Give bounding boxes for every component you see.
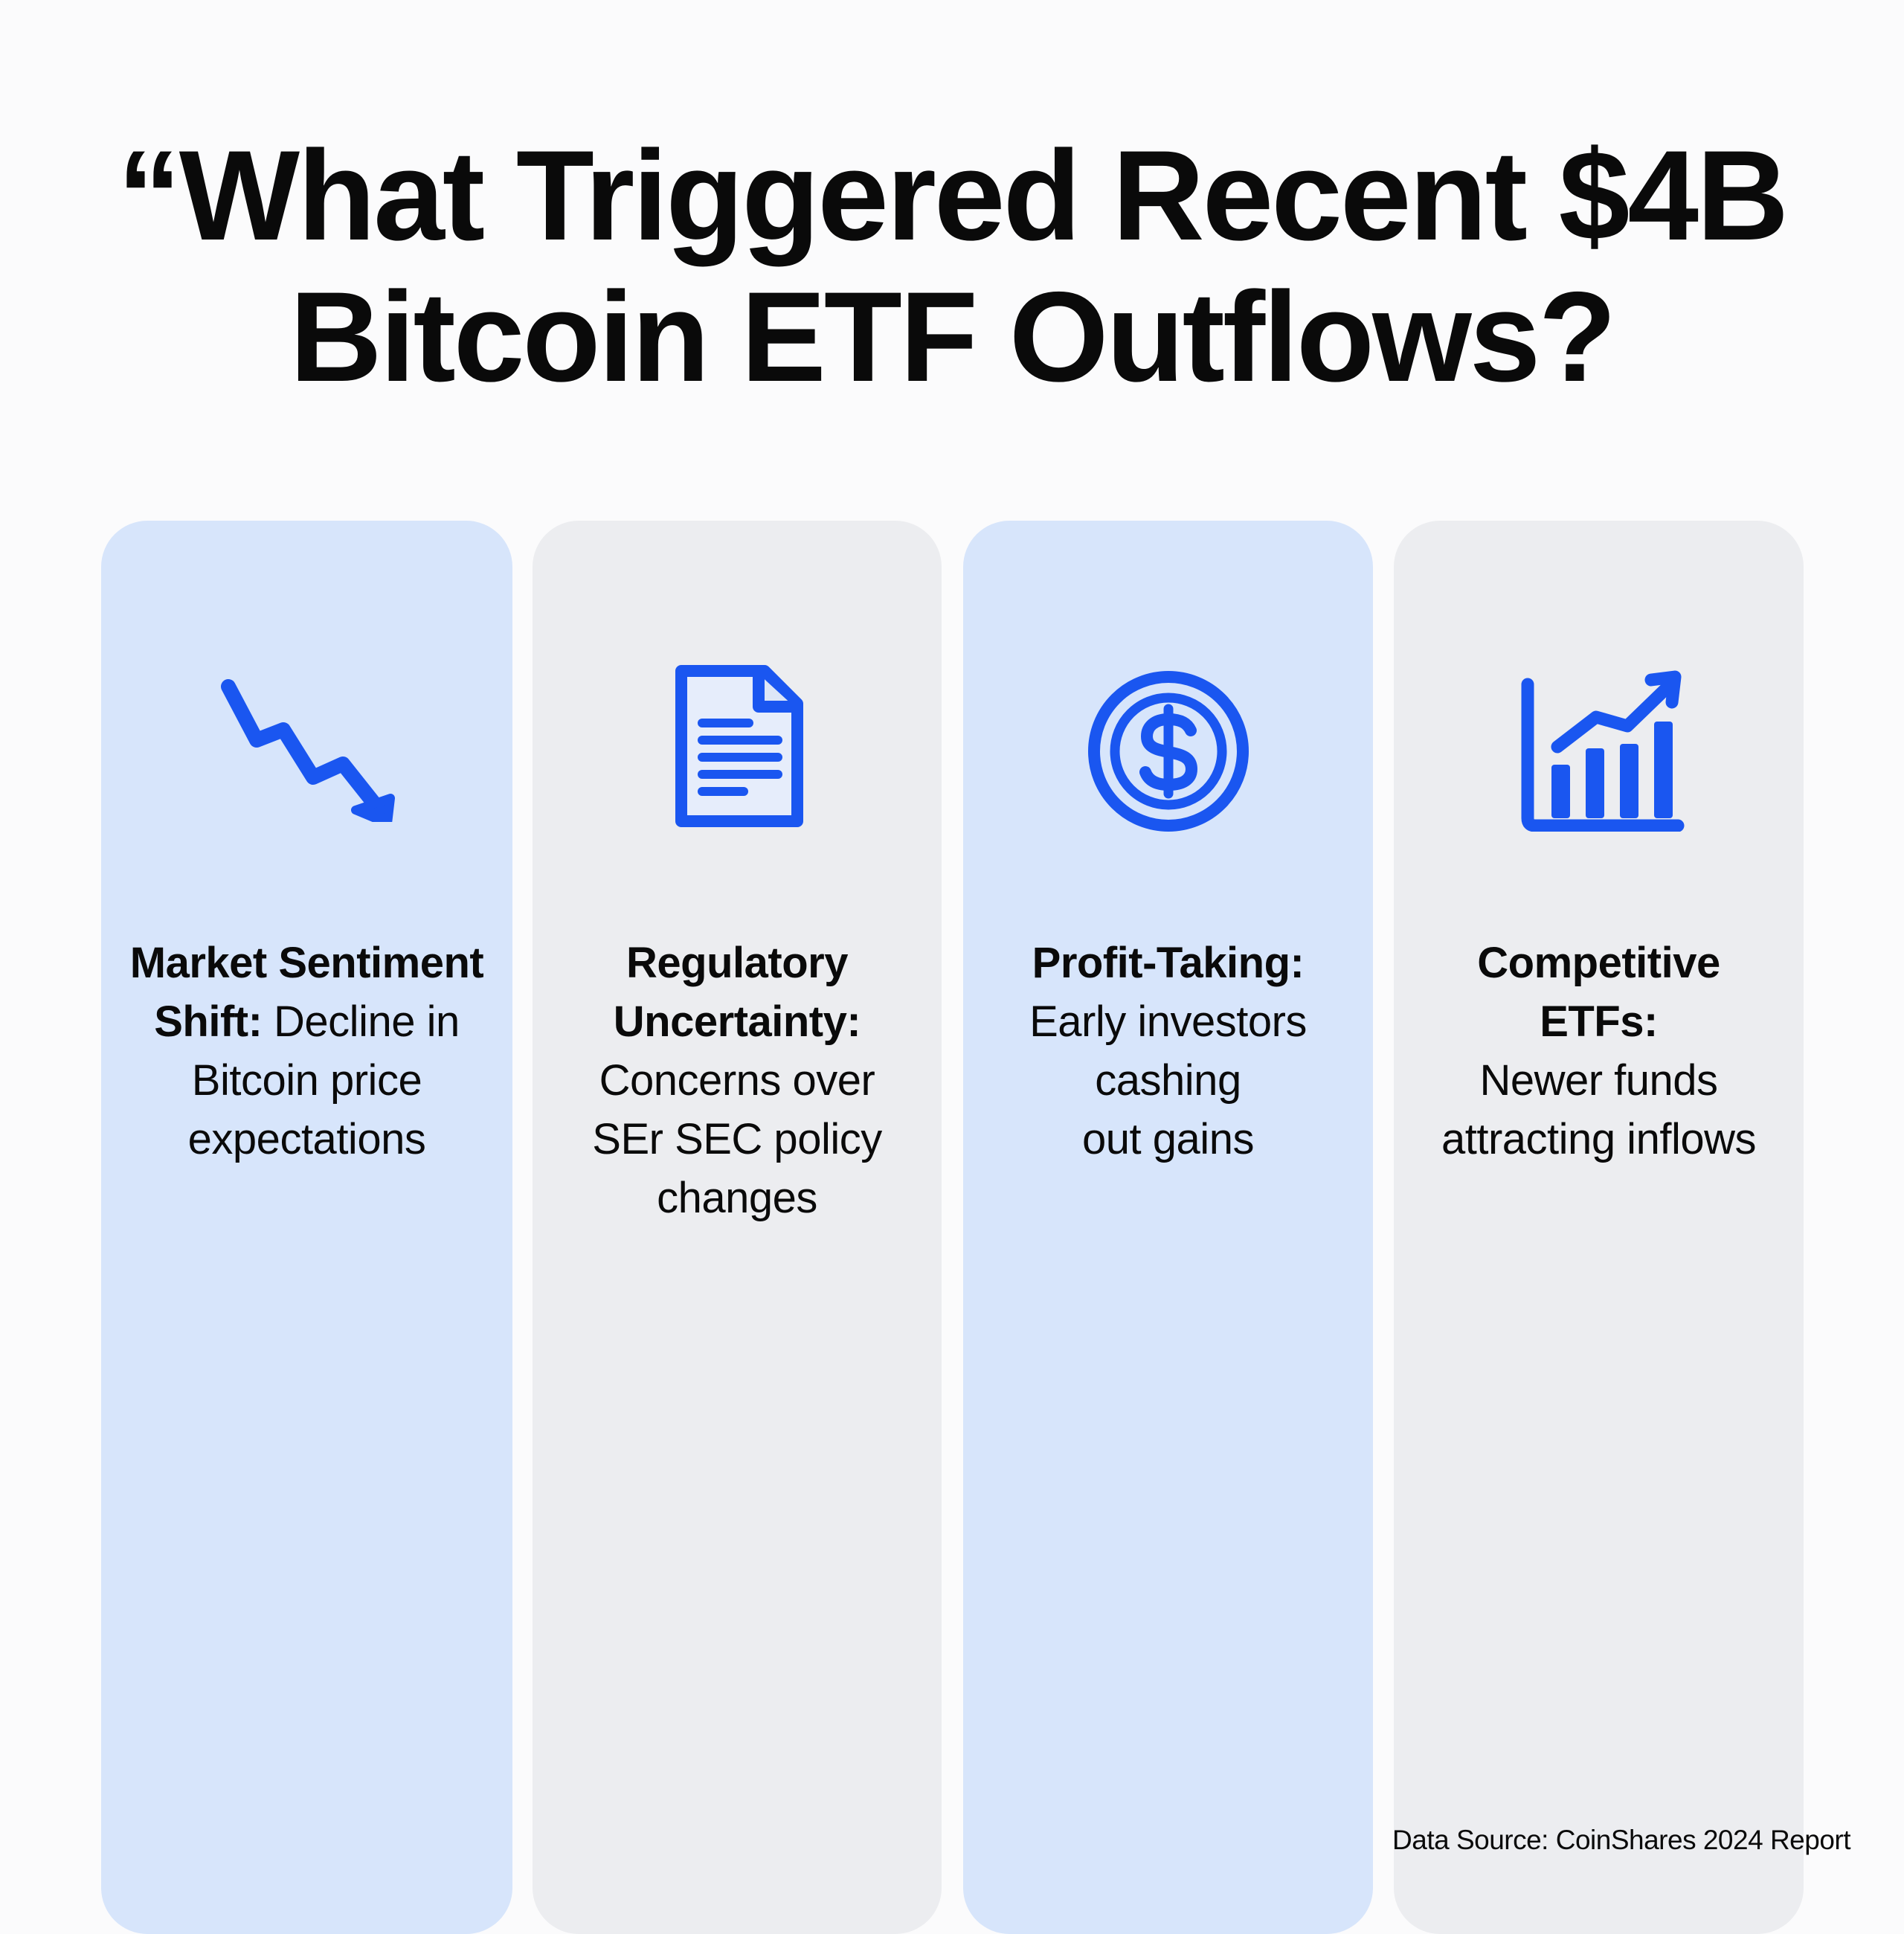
card-description: Newer funds [1479,1056,1718,1105]
card-text: Regulatory Uncertainty: Concerns over SE… [533,934,942,1227]
document-icon [666,661,808,832]
card-description: expectations [187,1115,426,1163]
card-text: Profit-Taking: Early investors cashing o… [963,934,1373,1169]
title-line-2: Bitcoin ETF Outflows? [289,266,1616,408]
card-heading: Uncertainty: [613,997,861,1046]
card-description: Bitcoin price [191,1056,422,1105]
card-heading: Regulatory [626,939,848,987]
card-description: cashing [1095,1056,1241,1105]
page-title: “What Triggered Recent $4B Bitcoin ETF O… [0,125,1904,408]
card-description: attracting inflows [1441,1115,1756,1163]
card-heading: Competitive [1477,939,1720,987]
card-profit-taking: Profit-Taking: Early investors cashing o… [963,521,1373,1934]
card-market-sentiment: Market Sentiment Shift: Decline in Bitco… [101,521,512,1934]
card-text: Competitive ETFs: Newer funds attracting… [1394,934,1804,1169]
card-heading: Profit-Taking: [1032,939,1305,987]
card-heading: Market Sentiment [129,939,484,987]
card-competitive-etfs: Competitive ETFs: Newer funds attracting… [1394,521,1804,1934]
card-description: Early investors [1029,997,1307,1046]
card-heading: Shift: [154,997,263,1046]
card-heading: ETFs: [1540,997,1658,1046]
card-text: Market Sentiment Shift: Decline in Bitco… [101,934,512,1169]
card-description: changes [657,1174,817,1222]
bar-chart-growth-icon [1510,661,1688,832]
dollar-coin-icon [1083,666,1254,837]
trending-down-icon [218,673,396,822]
card-description: out gains [1082,1115,1254,1163]
card-description: Concerns over [599,1056,875,1105]
card-description: SEr SEC policy [592,1115,882,1163]
card-regulatory-uncertainty: Regulatory Uncertainty: Concerns over SE… [533,521,942,1934]
data-source-caption: Data Source: CoinShares 2024 Report [1392,1825,1850,1855]
title-line-1: “What Triggered Recent $4B [117,124,1789,267]
card-description: Decline in [262,997,460,1046]
